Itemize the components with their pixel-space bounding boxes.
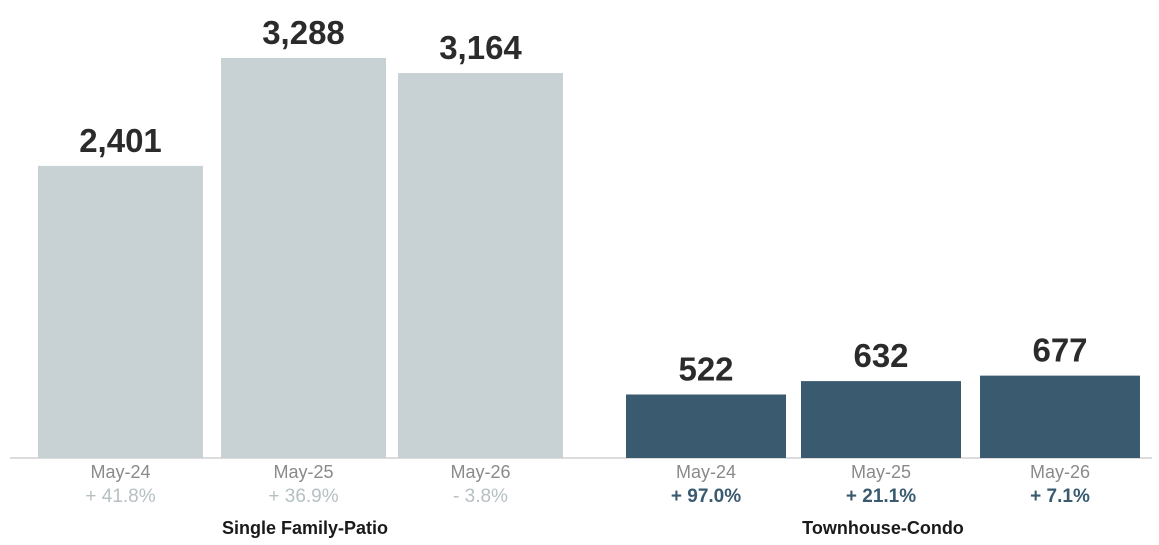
percent-change-label: + 41.8% xyxy=(85,486,155,507)
percent-change-label: + 36.9% xyxy=(268,486,338,507)
data-label: 3,164 xyxy=(439,29,522,66)
bar xyxy=(221,57,386,459)
bar xyxy=(38,165,203,458)
bar xyxy=(801,381,961,458)
data-label: 2,401 xyxy=(79,122,162,159)
group-label: Single Family-Patio xyxy=(222,518,388,538)
x-tick-label: May-25 xyxy=(851,462,911,482)
percent-change-label: + 97.0% xyxy=(671,486,741,507)
group-label: Townhouse-Condo xyxy=(802,518,964,538)
x-tick-label: May-26 xyxy=(450,462,510,482)
bar xyxy=(398,73,563,459)
percent-change-label: - 3.8% xyxy=(453,486,508,507)
percent-change-label: + 7.1% xyxy=(1030,486,1090,507)
x-tick-label: May-26 xyxy=(1030,462,1090,482)
data-label: 632 xyxy=(853,337,908,374)
bar xyxy=(980,375,1140,458)
data-label: 3,288 xyxy=(262,14,345,51)
bar xyxy=(626,394,786,458)
data-label: 522 xyxy=(678,350,733,387)
percent-change-label: + 21.1% xyxy=(846,486,916,507)
x-tick-label: May-25 xyxy=(273,462,333,482)
x-tick-label: May-24 xyxy=(676,462,736,482)
x-tick-label: May-24 xyxy=(90,462,150,482)
data-label: 677 xyxy=(1032,332,1087,369)
